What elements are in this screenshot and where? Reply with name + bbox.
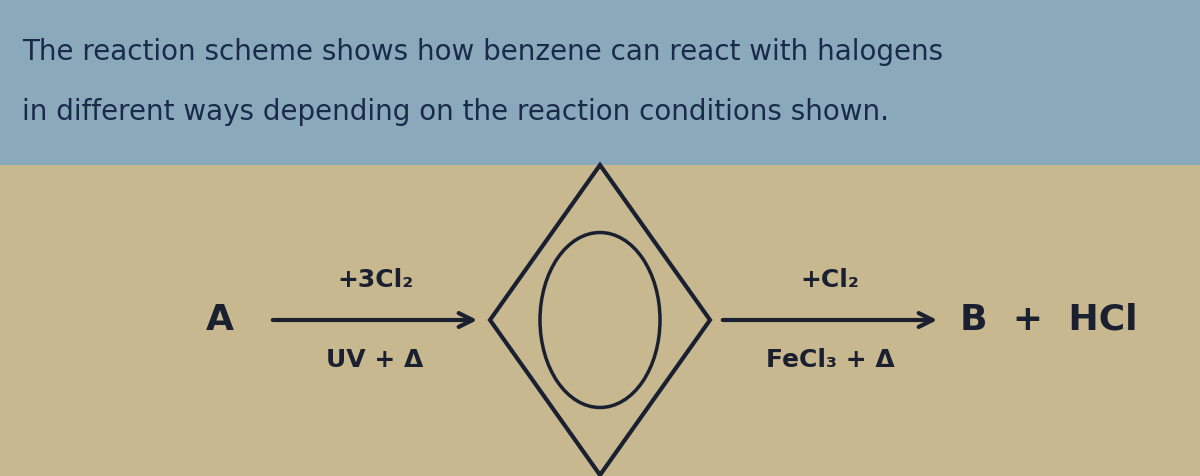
Text: A: A [206, 303, 234, 337]
Text: UV + Δ: UV + Δ [326, 348, 424, 372]
Text: in different ways depending on the reaction conditions shown.: in different ways depending on the react… [22, 98, 889, 126]
Text: +Cl₂: +Cl₂ [800, 268, 859, 292]
Text: +3Cl₂: +3Cl₂ [337, 268, 413, 292]
Text: FeCl₃ + Δ: FeCl₃ + Δ [766, 348, 894, 372]
FancyBboxPatch shape [0, 0, 1200, 165]
FancyBboxPatch shape [0, 165, 1200, 476]
Text: B  +  HCl: B + HCl [960, 303, 1138, 337]
Text: The reaction scheme shows how benzene can react with halogens: The reaction scheme shows how benzene ca… [22, 38, 943, 66]
